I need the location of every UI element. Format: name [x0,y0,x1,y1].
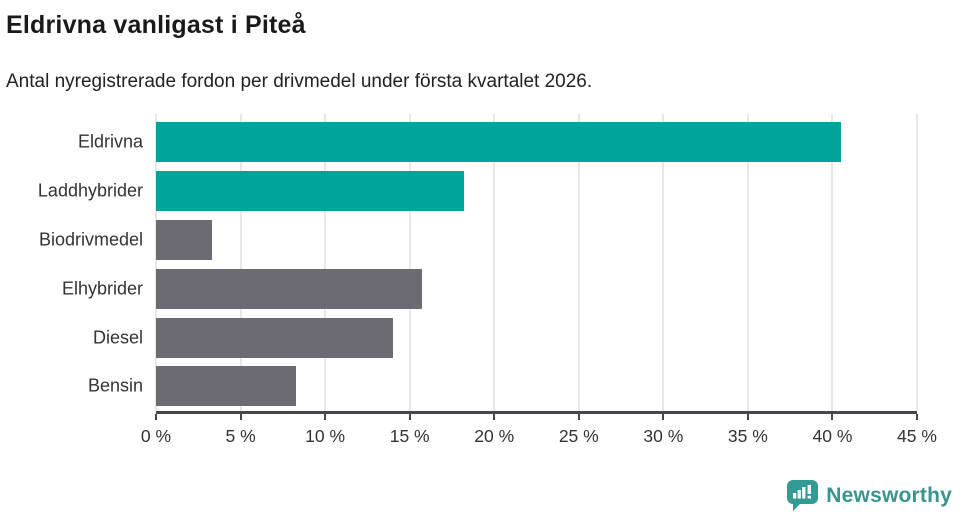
bar-row: Elhybrider [62,264,917,313]
category-label: Eldrivna [77,131,143,152]
bar-row: Biodrivmedel [39,216,917,265]
axis-tick-label: 35 % [727,426,768,446]
chart-subtitle: Antal nyregistrerade fordon per drivmede… [6,71,593,92]
axis-tick [577,414,580,420]
gridline [239,114,242,411]
bar-row: Bensin [88,362,917,411]
x-axis: 0 % 5 % 10 % 15 % 20 % 25 % 30 % 35 % 40 % 45 % [141,411,937,460]
gridline [831,114,834,411]
bar-chart-speech-bubble-icon [787,480,819,511]
axis-tick [324,414,327,420]
gridline [662,114,665,411]
axis-tick-label: 45 % [897,426,937,446]
axis-tick-label: 0 % [140,426,172,446]
gridline [577,114,580,411]
axis-tick-label: 5 % [225,426,256,446]
axis-tick-label: 40 % [812,426,853,446]
bar-diesel [156,317,393,358]
chart-title: Eldrivna vanligast i Piteå [6,11,306,39]
axis-tick [916,414,918,420]
axis-tick-label: 25 % [558,426,599,446]
axis-tick-label: 15 % [389,426,430,446]
bar-biodrivmedel [156,219,212,260]
bar-row: Diesel [93,313,917,362]
axis-tick [408,414,411,420]
category-label: Elhybrider [61,278,143,299]
bar-row: Eldrivna [78,118,917,167]
brand-footer: Newsworthy [786,480,952,511]
bar-row: Laddhybrider [38,167,917,216]
gridline [324,114,327,411]
gridline [408,114,411,411]
axis-tick [239,414,242,420]
axis-tick-label: 20 % [474,426,515,446]
axis-tick [155,414,157,420]
bar-bensin [156,366,297,407]
bar-elhybrider [156,268,422,309]
gridline [493,114,496,411]
category-label: Laddhybrider [37,180,143,201]
bar-eldrivna [156,122,841,163]
gridline [746,114,749,411]
axis-tick-label: 10 % [305,426,346,446]
category-label: Biodrivmedel [38,229,143,250]
brand-name: Newsworthy [826,483,952,507]
axis-tick [493,414,496,420]
category-label: Bensin [87,375,143,396]
gridline [916,114,918,411]
bar-rows: Eldrivna Laddhybrider Biodrivmedel Elhybrid… [38,118,917,411]
gridline [155,114,157,411]
category-label: Diesel [92,327,143,348]
axis-tick [831,414,834,420]
axis-tick [746,414,749,420]
axis-tick-label: 30 % [643,426,684,446]
axis-tick [662,414,665,420]
plot-area: Eldrivna Laddhybrider Biodrivmedel Elhybrid… [38,114,937,446]
bar-laddhybrider [156,171,464,212]
